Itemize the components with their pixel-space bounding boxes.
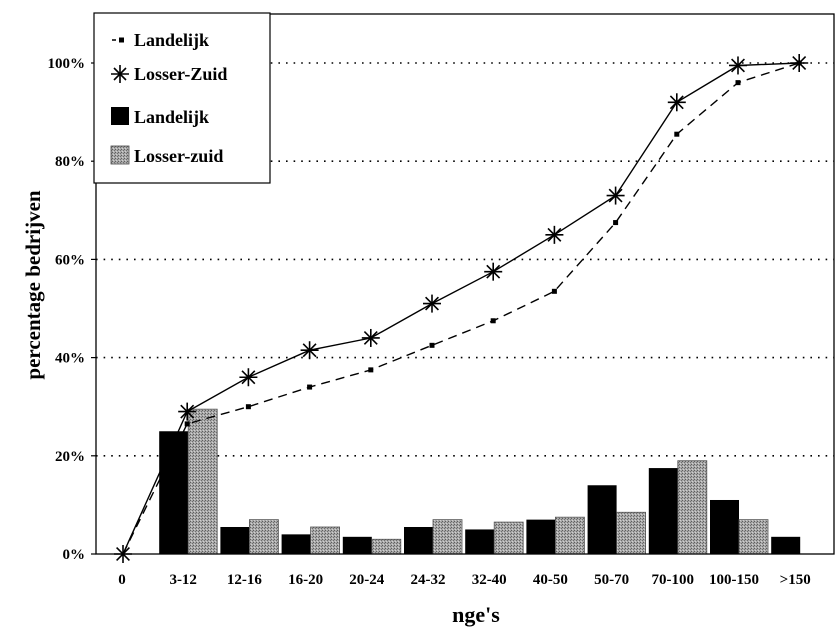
x-tick-label-9: 70-100	[652, 572, 695, 588]
line-landelijk	[122, 62, 800, 555]
bar-landelijk-11	[771, 536, 801, 554]
bar-losser-zuid-10	[738, 519, 769, 555]
bar-losser-zuid-8	[616, 511, 646, 555]
legend-swatch-black-bar	[111, 107, 129, 125]
point-landelijk-2	[245, 404, 251, 410]
line-losser-zuid	[122, 62, 800, 555]
bar-landelijk-3	[281, 534, 311, 554]
bar-losser-zuid-6	[493, 521, 524, 555]
point-losser-zuid-3	[300, 341, 319, 360]
x-axis-title: nge's	[452, 602, 500, 627]
y-tick-label-40: 40%	[55, 351, 85, 367]
bar-losser-zuid-2	[248, 519, 279, 555]
x-tick-label-1: 3-12	[169, 572, 197, 588]
bar-losser-zuid-3	[310, 526, 341, 555]
x-tick-label-0: 0	[118, 572, 126, 588]
bar-losser-zuid-5	[432, 519, 463, 555]
bar-landelijk-6	[465, 529, 495, 554]
x-tick-label-4: 20-24	[349, 572, 384, 588]
plot-frame	[95, 13, 835, 555]
point-landelijk-5	[429, 342, 435, 348]
tick-labels: 0% 20% 40% 60% 80% 100% 0 3-12 12-16 16-20 20-24 24…	[48, 56, 811, 588]
legend-swatch-square-marker	[119, 37, 124, 43]
bar-landelijk-4	[342, 536, 372, 554]
x-tick-label-2: 12-16	[227, 572, 262, 588]
x-tick-label-7: 40-50	[533, 572, 568, 588]
bar-landelijk-7	[526, 519, 556, 554]
legend-entry-losser-zuid-line: Losser-Zuid	[111, 64, 227, 84]
point-losser-zuid-5	[423, 294, 441, 313]
point-losser-zuid-10	[729, 56, 747, 75]
x-tick-label-11: >150	[780, 572, 811, 588]
legend-swatch-grey-bar	[110, 145, 130, 165]
bar-losser-zuid-7	[555, 516, 585, 555]
legend-swatch-asterisk-marker	[111, 65, 129, 83]
point-landelijk-4	[368, 367, 374, 373]
point-losser-zuid-1	[178, 402, 197, 421]
bar-losser-zuid-9	[677, 460, 708, 555]
x-tick-label-10: 100-150	[709, 572, 759, 588]
y-tick-label-60: 60%	[55, 252, 85, 268]
bar-landelijk-8	[587, 485, 617, 554]
point-landelijk-3	[307, 384, 313, 390]
x-tick-label-5: 24-32	[411, 572, 446, 588]
point-landelijk-1	[184, 421, 190, 427]
x-tick-label-6: 32-40	[472, 572, 507, 588]
bar-landelijk-10	[710, 499, 739, 554]
point-landelijk-7	[551, 288, 557, 294]
bars	[159, 408, 801, 555]
legend-label-landelijk-bar: Landelijk	[134, 107, 209, 127]
legend: Landelijk Losser-Zuid Landelijk L	[93, 12, 271, 184]
y-tick-label-0: 0%	[63, 547, 86, 563]
point-losser-zuid-0	[114, 545, 132, 563]
point-losser-zuid-6	[484, 262, 503, 281]
bar-landelijk-5	[404, 526, 433, 554]
legend-entry-landelijk-line: Landelijk	[112, 30, 209, 50]
bar-landelijk-1	[159, 431, 189, 554]
y-tick-label-20: 20%	[55, 449, 85, 465]
legend-label-losser-zuid-bar: Losser-zuid	[134, 146, 223, 166]
legend-entry-losser-zuid-bar: Losser-zuid	[110, 145, 223, 166]
bar-losser-zuid-1	[187, 408, 218, 555]
axis-titles: nge's percentage bedrijven	[21, 190, 500, 627]
point-losser-zuid-4	[361, 328, 380, 347]
point-losser-zuid-7	[545, 225, 564, 244]
point-losser-zuid-8	[606, 186, 625, 205]
y-tick-label-100: 100%	[48, 56, 86, 72]
legend-entry-landelijk-bar: Landelijk	[111, 107, 209, 127]
bar-landelijk-2	[220, 526, 250, 554]
point-landelijk-8	[613, 220, 619, 226]
y-tick-label-80: 80%	[55, 154, 85, 170]
point-losser-zuid-9	[667, 93, 686, 112]
x-tick-label-3: 16-20	[288, 572, 323, 588]
legend-label-losser-zuid-line: Losser-Zuid	[134, 64, 227, 84]
point-landelijk-9	[674, 131, 680, 137]
point-losser-zuid-11	[790, 54, 809, 72]
y-axis-title: percentage bedrijven	[21, 190, 45, 379]
series-lines	[114, 54, 809, 563]
legend-label-landelijk-line: Landelijk	[134, 30, 209, 50]
bar-landelijk-9	[648, 468, 678, 554]
point-losser-zuid-2	[239, 368, 258, 387]
point-landelijk-10	[735, 80, 741, 86]
point-landelijk-6	[490, 318, 496, 324]
bar-losser-zuid-4	[371, 538, 402, 555]
x-tick-label-8: 50-70	[594, 572, 629, 588]
